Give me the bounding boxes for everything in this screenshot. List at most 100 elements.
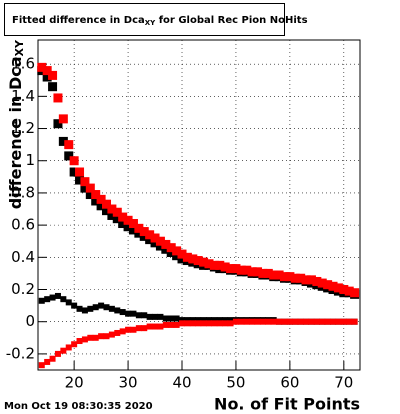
- marker: [247, 267, 257, 277]
- marker: [157, 323, 164, 330]
- marker: [161, 239, 171, 249]
- marker: [54, 350, 61, 357]
- marker: [146, 313, 153, 320]
- marker: [205, 320, 212, 327]
- marker: [135, 325, 142, 332]
- marker: [216, 317, 223, 324]
- marker: [60, 296, 67, 303]
- marker: [80, 177, 90, 187]
- marker: [96, 201, 106, 211]
- marker: [292, 318, 299, 325]
- marker: [37, 62, 47, 72]
- title-box: [4, 3, 285, 36]
- marker: [112, 214, 122, 224]
- marker: [333, 283, 343, 293]
- marker: [312, 276, 322, 286]
- marker: [87, 334, 94, 341]
- marker: [211, 317, 218, 324]
- marker: [101, 206, 111, 216]
- marker: [49, 294, 56, 301]
- marker: [279, 272, 289, 282]
- marker: [145, 235, 155, 245]
- chart-title: Fitted difference in DcaXY for Global Re…: [12, 15, 308, 27]
- marker: [319, 318, 326, 325]
- plot-frame: [37, 39, 361, 371]
- marker: [189, 320, 196, 327]
- marker: [91, 196, 101, 206]
- marker: [85, 190, 95, 200]
- marker: [85, 183, 95, 193]
- marker: [48, 70, 58, 80]
- marker: [258, 268, 268, 278]
- marker: [58, 114, 68, 124]
- marker: [184, 320, 191, 327]
- marker: [317, 278, 327, 288]
- marker: [323, 280, 333, 290]
- marker: [103, 333, 110, 340]
- marker: [130, 326, 137, 333]
- marker: [118, 212, 128, 222]
- y-tick-label: 1.4: [11, 87, 35, 105]
- marker: [296, 273, 306, 283]
- marker: [265, 318, 272, 325]
- x-tick-label: 20: [65, 374, 84, 392]
- marker: [351, 318, 358, 325]
- marker: [330, 318, 337, 325]
- marker: [179, 320, 186, 327]
- marker: [125, 310, 132, 317]
- marker: [172, 251, 182, 261]
- marker: [281, 318, 288, 325]
- x-tick-label: 40: [172, 374, 191, 392]
- marker: [204, 259, 214, 269]
- timestamp: Mon Oct 19 08:30:35 2020: [4, 401, 153, 412]
- marker: [242, 265, 252, 275]
- marker: [125, 326, 132, 333]
- marker: [188, 254, 198, 264]
- marker: [161, 244, 171, 254]
- marker: [139, 231, 149, 241]
- marker: [146, 323, 153, 330]
- marker: [71, 302, 78, 309]
- marker: [173, 321, 180, 328]
- y-tick-label: 1.2: [11, 119, 35, 137]
- marker: [269, 270, 279, 280]
- marker: [263, 268, 273, 278]
- marker: [76, 305, 83, 312]
- marker: [276, 318, 283, 325]
- marker: [119, 328, 126, 335]
- x-tick-label: 50: [226, 374, 245, 392]
- ylabel-sub: XY: [13, 39, 26, 56]
- marker: [173, 315, 180, 322]
- marker: [184, 317, 191, 324]
- marker: [75, 167, 85, 177]
- marker: [118, 219, 128, 229]
- marker: [286, 318, 293, 325]
- marker: [303, 318, 310, 325]
- marker: [172, 246, 182, 256]
- marker: [162, 321, 169, 328]
- marker: [101, 199, 111, 209]
- marker: [168, 321, 175, 328]
- marker: [259, 318, 266, 325]
- marker: [199, 257, 209, 267]
- y-tick-label: 0.6: [11, 216, 35, 234]
- marker: [249, 318, 256, 325]
- marker: [227, 317, 234, 324]
- marker: [157, 313, 164, 320]
- marker: [135, 312, 142, 319]
- marker: [92, 304, 99, 311]
- marker: [155, 241, 165, 251]
- marker: [42, 72, 52, 82]
- marker: [65, 299, 72, 306]
- marker: [152, 313, 159, 320]
- marker: [200, 320, 207, 327]
- marker: [211, 320, 218, 327]
- marker: [150, 238, 160, 248]
- marker: [150, 233, 160, 243]
- marker: [205, 317, 212, 324]
- title-main: Fitted difference in Dca: [12, 15, 145, 26]
- marker: [216, 320, 223, 327]
- marker: [81, 336, 88, 343]
- marker: [313, 318, 320, 325]
- marker: [128, 225, 138, 235]
